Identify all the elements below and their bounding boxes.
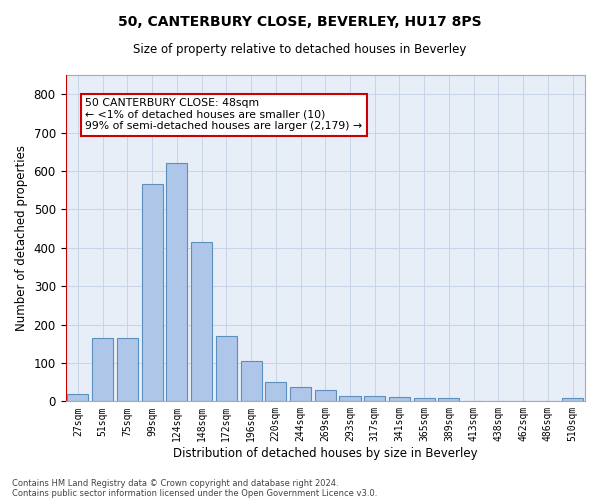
- Bar: [166, 164, 187, 402]
- X-axis label: Distribution of detached houses by size in Beverley: Distribution of detached houses by size …: [173, 447, 478, 460]
- Bar: [389, 398, 410, 402]
- Bar: [340, 396, 361, 402]
- Bar: [364, 396, 385, 402]
- Bar: [216, 336, 237, 402]
- Bar: [117, 338, 138, 402]
- Bar: [562, 398, 583, 402]
- Text: Contains public sector information licensed under the Open Government Licence v3: Contains public sector information licen…: [12, 488, 377, 498]
- Bar: [413, 398, 435, 402]
- Bar: [142, 184, 163, 402]
- Bar: [265, 382, 286, 402]
- Text: 50, CANTERBURY CLOSE, BEVERLEY, HU17 8PS: 50, CANTERBURY CLOSE, BEVERLEY, HU17 8PS: [118, 15, 482, 29]
- Bar: [191, 242, 212, 402]
- Y-axis label: Number of detached properties: Number of detached properties: [15, 145, 28, 331]
- Bar: [67, 394, 88, 402]
- Bar: [315, 390, 336, 402]
- Text: 50 CANTERBURY CLOSE: 48sqm
← <1% of detached houses are smaller (10)
99% of semi: 50 CANTERBURY CLOSE: 48sqm ← <1% of deta…: [85, 98, 362, 131]
- Bar: [290, 386, 311, 402]
- Bar: [241, 361, 262, 402]
- Text: Contains HM Land Registry data © Crown copyright and database right 2024.: Contains HM Land Registry data © Crown c…: [12, 478, 338, 488]
- Bar: [92, 338, 113, 402]
- Bar: [439, 398, 460, 402]
- Text: Size of property relative to detached houses in Beverley: Size of property relative to detached ho…: [133, 42, 467, 56]
